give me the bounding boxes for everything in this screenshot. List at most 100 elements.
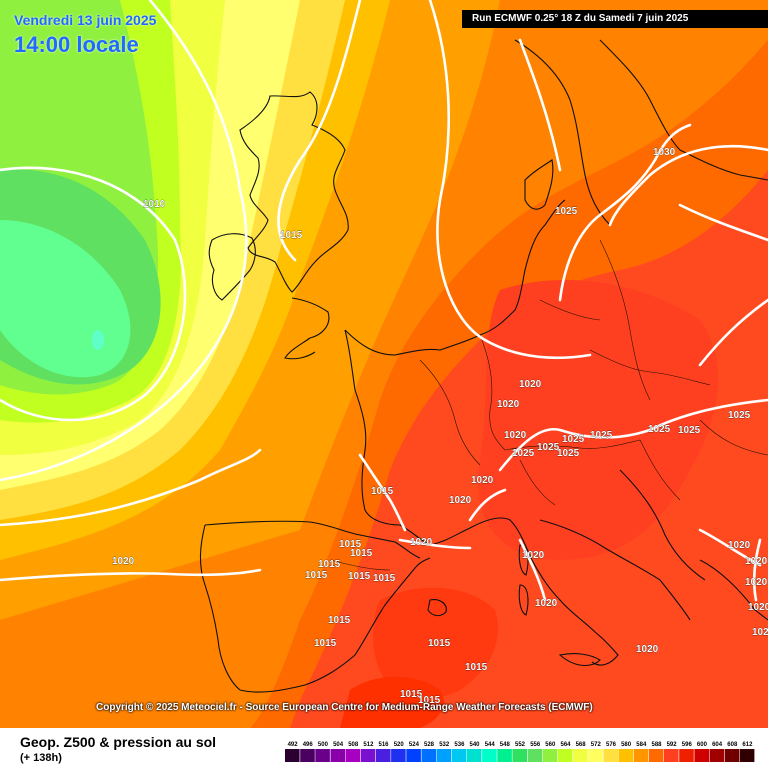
isobar-label: 1015 [400, 689, 423, 700]
isobar-label: 1015 [465, 662, 488, 673]
model-run-banner: Run ECMWF 0.25° 18 Z du Samedi 7 juin 20… [462, 10, 768, 28]
isobar-label: 1020 [449, 495, 472, 506]
forecast-local-time: 14:00 locale [14, 32, 139, 57]
isobar-label: 1015 [318, 559, 341, 570]
product-title: Geop. Z500 & pression au sol [20, 734, 217, 750]
legend-color-swatch [360, 749, 376, 762]
legend-value-label: 560 [545, 742, 556, 748]
legend-color-swatch [512, 749, 527, 762]
legend-value-label: 596 [682, 742, 693, 748]
legend-value-label: 604 [712, 742, 723, 748]
legend-value-label: 552 [515, 742, 526, 748]
legend-color-swatch [345, 749, 361, 762]
legend-value-label: 544 [485, 742, 496, 748]
legend-color-swatch [679, 749, 694, 762]
legend-value-label: 576 [606, 742, 617, 748]
legend-color-swatch [618, 749, 634, 762]
z500-shading [0, 0, 768, 728]
isobar-label: 1020 [471, 475, 494, 486]
isobar-label: 1020 [519, 379, 542, 390]
legend-color-swatch [557, 749, 573, 762]
isobar-label: 1020 [728, 540, 751, 551]
isobar-label: 1015 [339, 539, 362, 550]
legend-value-label: 564 [560, 742, 571, 748]
legend-value-label: 496 [303, 742, 314, 748]
isobars [0, 0, 768, 602]
legend-color-swatch [527, 749, 543, 762]
isobar-label: 1015 [350, 548, 373, 559]
isobar-label: 1020 [410, 537, 433, 548]
legend-color-swatch [588, 749, 603, 762]
legend-color-swatch [482, 749, 497, 762]
isobar-label: 1020 [748, 602, 768, 613]
isobar-label: 1025 [557, 448, 580, 459]
isobar-label: 1020 [504, 430, 527, 441]
legend-value-label: 568 [576, 742, 587, 748]
legend-value-label: 524 [409, 742, 420, 748]
isobar-label: 1020 [745, 577, 768, 588]
isobar-label: 1025 [678, 425, 701, 436]
isobar-label: 1015 [328, 615, 351, 626]
legend-value-label: 588 [651, 742, 662, 748]
forecast-date: Vendredi 13 juin 2025 [14, 12, 157, 28]
legend-color-swatch [648, 749, 664, 762]
legend-value-label: 492 [288, 742, 299, 748]
isobar-label: 1025 [728, 410, 751, 421]
legend-value-label: 556 [530, 742, 541, 748]
legend-color-swatch [376, 749, 391, 762]
z500-color-legend: 492 496 500 504 508 512 516 520 524 528 532 536 540 5… [285, 742, 755, 762]
coastlines [199, 39, 768, 693]
legend-color-swatch [436, 749, 452, 762]
isobar-label: 1030 [653, 147, 676, 158]
isobar-label: 1025 [512, 448, 535, 459]
legend-value-label: 608 [727, 742, 738, 748]
isobar-label: 1015 [371, 486, 394, 497]
legend-color-swatch [421, 749, 437, 762]
legend-value-label: 504 [333, 742, 344, 748]
isobar-label: 1025 [590, 430, 613, 441]
isobar-label: 1025 [648, 424, 671, 435]
geopotential-map: 1010 1015 1030 1025 1020 1020 1020 1025 … [0, 0, 768, 728]
isobar-label: 1015 [418, 695, 441, 706]
legend-color-swatch [451, 749, 467, 762]
isobar-label: 1020 [745, 556, 768, 567]
isobar-label: 1020 [497, 399, 520, 410]
legend-color-swatch [573, 749, 588, 762]
legend-value-label: 536 [454, 742, 465, 748]
country-borders [329, 239, 768, 571]
isobar-label: 1020 [522, 550, 545, 561]
legend-color-swatch [739, 749, 755, 762]
legend-value-label: 580 [621, 742, 632, 748]
isobar-label: 1015 [314, 638, 337, 649]
legend-color-swatch [315, 749, 330, 762]
isobar-label: 1015 [348, 571, 371, 582]
legend-color-swatch [497, 749, 512, 762]
isobar-label: 1020 [112, 556, 135, 567]
legend-value-label: 584 [636, 742, 647, 748]
lead-time: (+ 138h) [20, 752, 62, 764]
legend-value-label: 572 [591, 742, 602, 748]
legend-color-swatch [466, 749, 482, 762]
isobar-label: 1025 [555, 206, 578, 217]
isobar-label: 1015 [373, 573, 396, 584]
legend-color-swatch [664, 749, 679, 762]
isobar-label: 1015 [305, 570, 328, 581]
legend-color-swatch [391, 749, 406, 762]
legend-value-label: 528 [424, 742, 435, 748]
legend-color-swatch [694, 749, 709, 762]
legend-color-swatch [285, 749, 300, 762]
legend-value-label: 520 [394, 742, 405, 748]
legend-color-swatch [406, 749, 421, 762]
isobar-label: 1010 [143, 199, 166, 210]
legend-value-label: 532 [439, 742, 450, 748]
isobar-label: 1025 [562, 434, 585, 445]
legend-value-label: 600 [697, 742, 708, 748]
isobar-label: 1015 [428, 638, 451, 649]
legend-color-swatch [633, 749, 649, 762]
legend-value-label: 548 [500, 742, 511, 748]
copyright-notice: Copyright © 2025 Meteociel.fr - Source E… [96, 702, 593, 713]
legend-value-label: 512 [363, 742, 374, 748]
legend-color-swatch [724, 749, 740, 762]
legend-value-label: 516 [378, 742, 389, 748]
